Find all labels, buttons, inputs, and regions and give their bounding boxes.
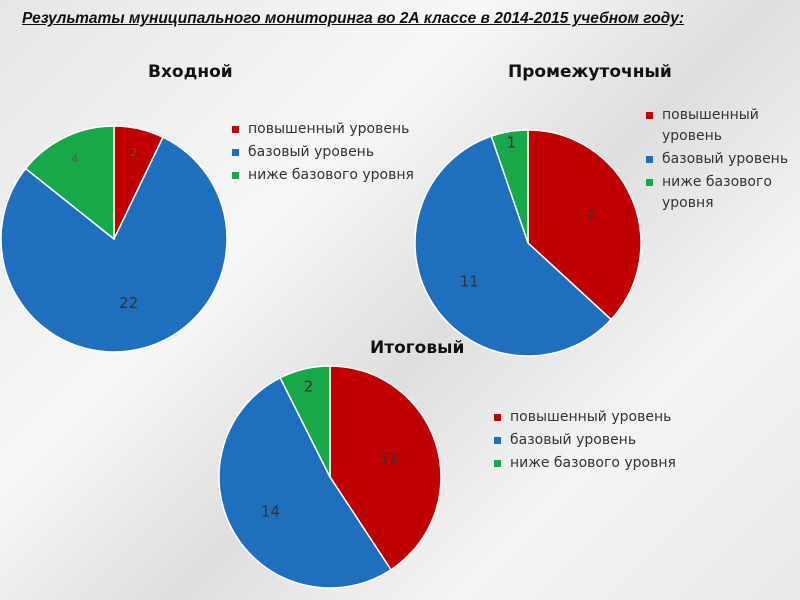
chart-title-entry: Входной: [148, 62, 233, 82]
legend-item-high: повышенный уровень: [494, 407, 676, 428]
legend-interim: повышенный уровень базовый уровень ниже …: [646, 105, 800, 216]
legend-label-low: ниже базового уровня: [662, 174, 772, 211]
page-title: Результаты муниципального мониторинга во…: [22, 10, 685, 27]
legend-label-low: ниже базового уровня: [248, 167, 414, 183]
legend-label-high: повышенный уровень: [248, 121, 410, 137]
legend-swatch-high: [646, 112, 653, 119]
data-label-high: 7: [585, 207, 595, 225]
data-label-base: 11: [460, 272, 479, 290]
legend-item-base: базовый уровень: [232, 142, 414, 163]
legend-swatch-low: [232, 172, 239, 179]
legend-label-base: базовый уровень: [662, 151, 789, 167]
data-label-low: 1: [506, 134, 516, 152]
legend-label-low: ниже базового уровня: [510, 455, 676, 471]
legend-entry: повышенный уровень базовый уровень ниже …: [232, 119, 414, 188]
legend-item-base: базовый уровень: [494, 430, 676, 451]
pie-slice-base: [218, 376, 393, 589]
data-label-low: 2: [304, 377, 314, 395]
data-label-high: 2: [131, 146, 138, 159]
legend-label-base: базовый уровень: [510, 432, 637, 448]
data-label-high: 11: [380, 450, 399, 468]
pie-slice-base: [414, 135, 613, 357]
legend-label-base: базовый уровень: [248, 144, 375, 160]
pie-slice-low: [490, 129, 529, 244]
legend-label-high: повышенный уровень: [662, 107, 759, 144]
legend-label-high: повышенный уровень: [510, 409, 672, 425]
legend-swatch-high: [494, 414, 501, 421]
legend-item-low: ниже базового уровня: [646, 172, 800, 214]
legend-item-low: ниже базового уровня: [232, 165, 414, 186]
legend-item-high: повышенный уровень: [232, 119, 414, 140]
pie-slice-high: [527, 129, 642, 321]
legend-swatch-low: [494, 460, 501, 467]
data-label-base: 22: [119, 294, 138, 312]
legend-swatch-base: [646, 156, 653, 163]
chart-title-final: Итоговый: [370, 338, 465, 358]
legend-swatch-base: [232, 149, 239, 156]
legend-item-high: повышенный уровень: [646, 105, 800, 147]
legend-swatch-base: [494, 437, 501, 444]
legend-swatch-high: [232, 126, 239, 133]
pie-slice-low: [279, 365, 331, 478]
pie-slice-low: [24, 125, 115, 241]
legend-swatch-low: [646, 179, 653, 186]
legend-final: повышенный уровень базовый уровень ниже …: [494, 407, 676, 476]
data-label-low: 4: [71, 153, 78, 166]
legend-item-low: ниже базового уровня: [494, 453, 676, 474]
pie-slice-base: [0, 136, 228, 353]
legend-item-base: базовый уровень: [646, 149, 800, 170]
data-label-base: 14: [261, 502, 280, 520]
chart-title-interim: Промежуточный: [508, 62, 672, 82]
